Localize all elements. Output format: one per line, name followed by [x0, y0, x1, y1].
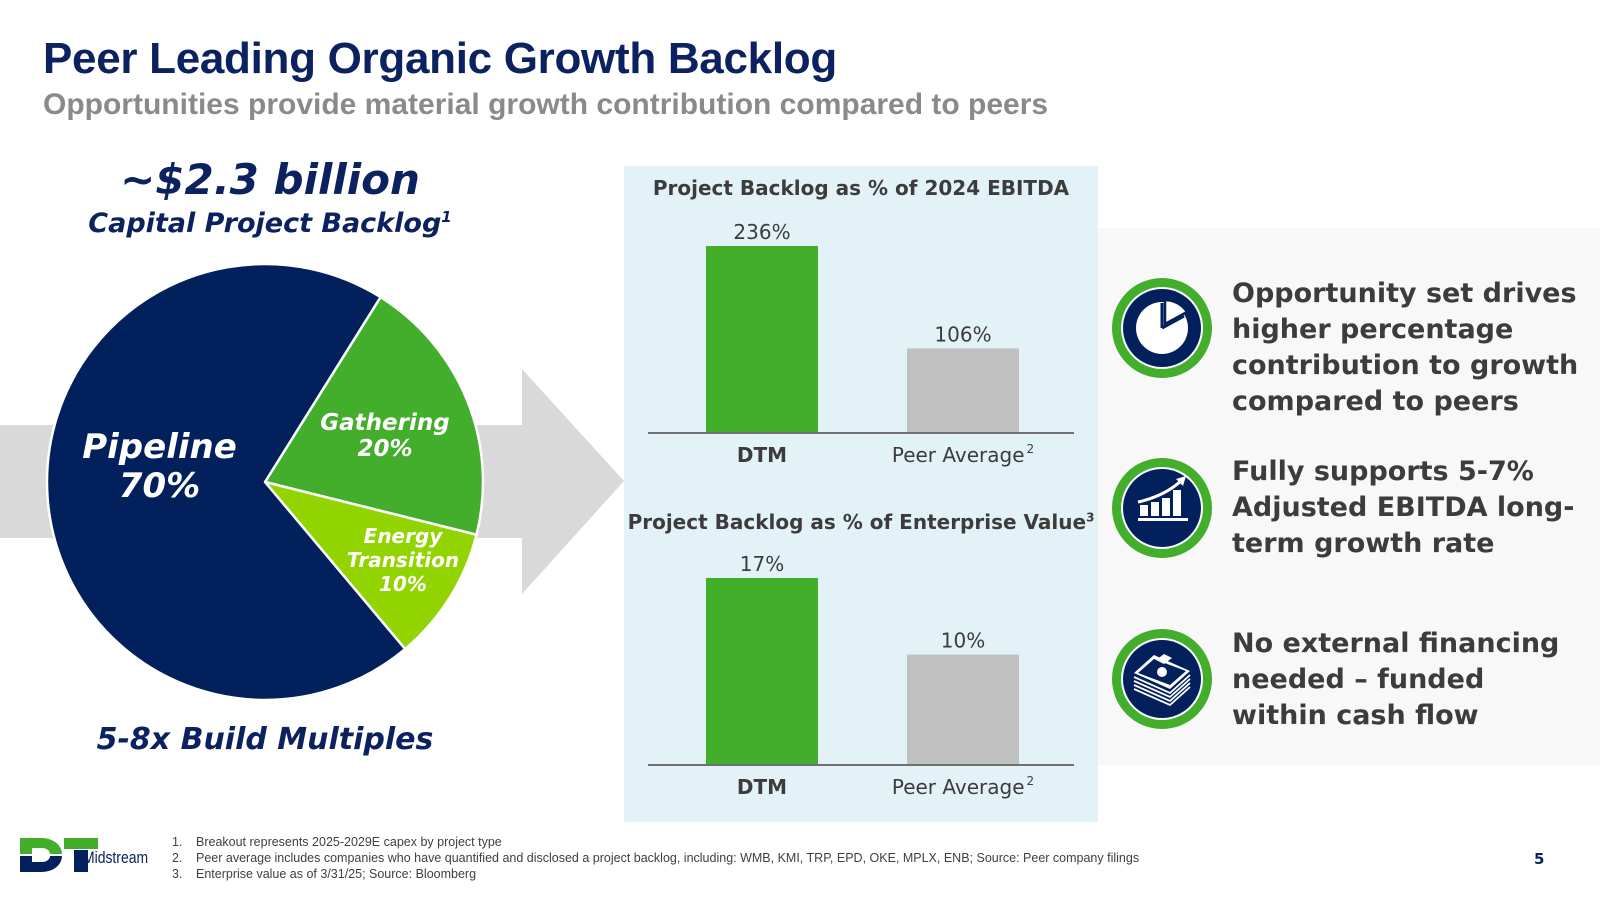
- bar-value-label: 236%: [733, 220, 790, 244]
- company-logo: [20, 838, 98, 872]
- bar-value-label: 106%: [934, 322, 991, 346]
- pie-label-value: 20%: [357, 436, 413, 463]
- footnote-number: 3.: [172, 867, 183, 881]
- pie-label-energy-transition: Energy Transition 10%: [338, 524, 468, 596]
- bar-value-label: 17%: [740, 552, 784, 576]
- footnote: 3. Enterprise value as of 3/31/25; Source…: [172, 866, 1139, 882]
- chart-title-text: Project Backlog as % of Enterprise Value: [627, 510, 1087, 534]
- footnote-ref: 3: [1086, 510, 1095, 525]
- cash-stack-icon: [1112, 629, 1212, 729]
- pie-label-name-line2: Transition: [346, 548, 460, 572]
- pie-label-name: Gathering: [320, 410, 450, 436]
- pie-slice-pipeline: [45, 262, 407, 702]
- pie-label-value: 10%: [379, 572, 427, 596]
- category-label: DTM: [737, 443, 787, 467]
- backlog-caption: Capital Project Backlog1: [60, 208, 480, 239]
- highlight-line: Adjusted EBITDA long-: [1232, 492, 1575, 523]
- footnote-number: 1.: [172, 835, 183, 849]
- highlight-item: Fully supports 5-7% Adjusted EBITDA long…: [1110, 456, 1600, 566]
- build-multiples: 5-8x Build Multiples: [96, 722, 434, 757]
- highlight-item: No external financing needed – funded wi…: [1110, 627, 1600, 737]
- pie-label-value: 70%: [118, 466, 201, 507]
- footnote-ref: 2: [1027, 442, 1035, 456]
- footnote-text: Peer average includes companies who have…: [196, 851, 1140, 865]
- category-label: Peer Average 2: [892, 774, 1034, 799]
- highlight-line: higher percentage: [1232, 314, 1514, 345]
- footnote-text: Enterprise value as of 3/31/25; Source: …: [196, 867, 477, 881]
- pie-label-name: Pipeline: [82, 427, 237, 467]
- pie-chart-icon: [1112, 278, 1212, 378]
- pie-slice-energy-transition: [263, 480, 478, 651]
- highlight-line: needed – funded: [1232, 664, 1485, 695]
- page-subtitle: Opportunities provide material growth co…: [43, 88, 1049, 121]
- bar-dtm: [706, 578, 818, 764]
- footnote-ref: 1: [441, 208, 452, 226]
- highlight-line: term growth rate: [1232, 528, 1495, 559]
- footnote: 2. Peer average includes companies who ha…: [172, 850, 1139, 866]
- bar-chart-ebitda: 236% DTM 106% Peer Average 2: [624, 210, 1098, 480]
- bar-value-label: 10%: [941, 629, 985, 653]
- category-label: Peer Average 2: [892, 442, 1034, 467]
- highlight-line: compared to peers: [1232, 386, 1519, 417]
- footnote: 1. Breakout represents 2025-2029E capex b…: [172, 834, 1139, 850]
- highlight-item: Opportunity set drives higher percentage…: [1110, 276, 1600, 417]
- chart-title-text: Project Backlog as % of 2024 EBITDA: [652, 176, 1070, 200]
- bar-dtm: [706, 246, 818, 432]
- pie-label-pipeline: Pipeline 70%: [62, 427, 257, 507]
- footnote-text: Breakout represents 2025-2029E capex by …: [196, 835, 502, 849]
- highlight-line: Opportunity set drives: [1232, 278, 1577, 309]
- logo-wordmark: Midstream: [83, 848, 149, 867]
- backlog-caption-text: Capital Project Backlog: [88, 208, 442, 239]
- highlight-text: No external financing needed – funded wi…: [1232, 626, 1559, 734]
- highlight-line: contribution to growth: [1232, 350, 1579, 381]
- bar-peer-average: [907, 654, 1019, 764]
- page-title: Peer Leading Organic Growth Backlog: [43, 34, 837, 83]
- chart-title-enterprise-value: Project Backlog as % of Enterprise Value…: [624, 510, 1098, 534]
- highlight-line: Fully supports 5-7%: [1232, 456, 1534, 487]
- chart-title-ebitda: Project Backlog as % of 2024 EBITDA: [624, 176, 1098, 200]
- highlight-line: within cash flow: [1232, 700, 1479, 731]
- pie-slice-gathering: [263, 295, 485, 536]
- backlog-amount: ~$2.3 billion: [120, 155, 420, 204]
- growth-chart-icon: [1112, 458, 1212, 558]
- footnote-ref: 2: [1027, 774, 1035, 788]
- pie-label-name-line1: Energy: [363, 524, 443, 548]
- highlight-line: No external financing: [1232, 628, 1560, 659]
- footnotes: 1. Breakout represents 2025-2029E capex b…: [172, 834, 1139, 882]
- pie-label-gathering: Gathering 20%: [315, 410, 455, 463]
- category-label: DTM: [737, 775, 787, 799]
- bar-peer-average: [907, 348, 1019, 432]
- pie-chart: [45, 262, 485, 702]
- highlight-text: Opportunity set drives higher percentage…: [1232, 276, 1578, 420]
- page-number: 5: [1534, 850, 1545, 868]
- bar-chart-enterprise-value: 17% DTM 10% Peer Average 2: [624, 542, 1098, 812]
- footnote-number: 2.: [172, 851, 183, 865]
- highlight-text: Fully supports 5-7% Adjusted EBITDA long…: [1232, 454, 1574, 562]
